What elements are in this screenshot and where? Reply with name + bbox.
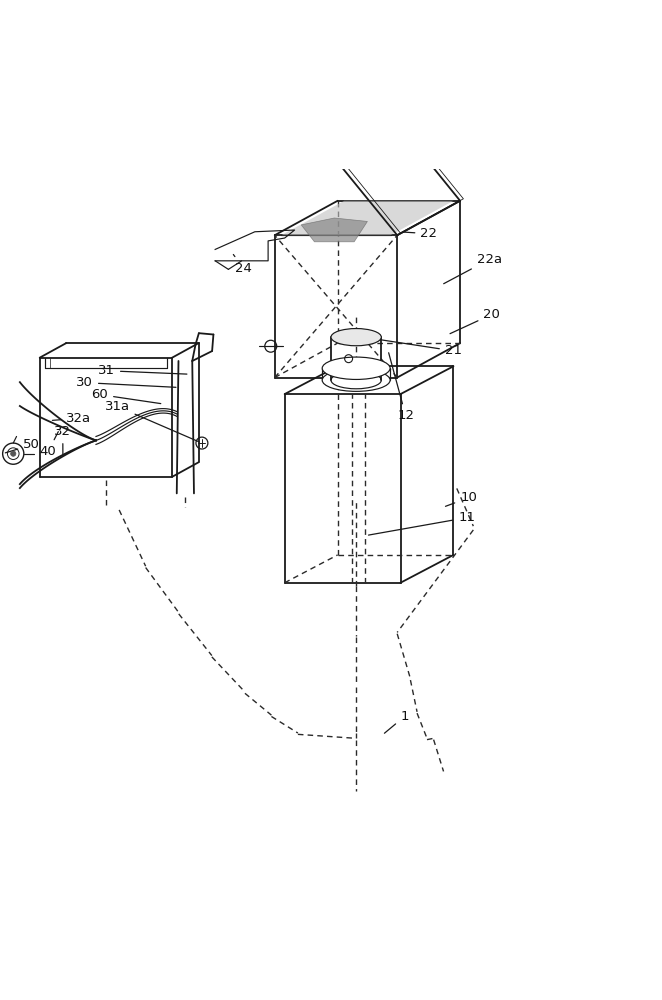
Text: 50: 50 xyxy=(5,438,40,453)
Text: 22a: 22a xyxy=(444,253,502,284)
Text: 23: 23 xyxy=(0,999,1,1000)
Text: 22: 22 xyxy=(403,227,438,240)
Text: 12: 12 xyxy=(389,353,414,422)
Text: 31: 31 xyxy=(98,364,187,377)
Text: 21: 21 xyxy=(351,335,462,357)
Text: 30: 30 xyxy=(76,376,176,389)
Text: 40: 40 xyxy=(40,432,58,458)
Text: 10: 10 xyxy=(446,491,477,506)
Ellipse shape xyxy=(322,357,390,379)
Polygon shape xyxy=(281,201,453,235)
Polygon shape xyxy=(301,218,367,242)
Ellipse shape xyxy=(331,372,381,389)
Ellipse shape xyxy=(322,369,390,391)
Text: 1: 1 xyxy=(385,710,409,733)
Text: 31a: 31a xyxy=(105,400,199,442)
Text: 11: 11 xyxy=(369,511,475,535)
Text: 24: 24 xyxy=(234,255,252,275)
Ellipse shape xyxy=(331,329,381,346)
Text: 20: 20 xyxy=(450,308,500,334)
Text: 32a: 32a xyxy=(52,412,91,425)
Text: 32: 32 xyxy=(54,425,71,454)
Text: 60: 60 xyxy=(91,388,161,404)
Circle shape xyxy=(11,451,16,456)
